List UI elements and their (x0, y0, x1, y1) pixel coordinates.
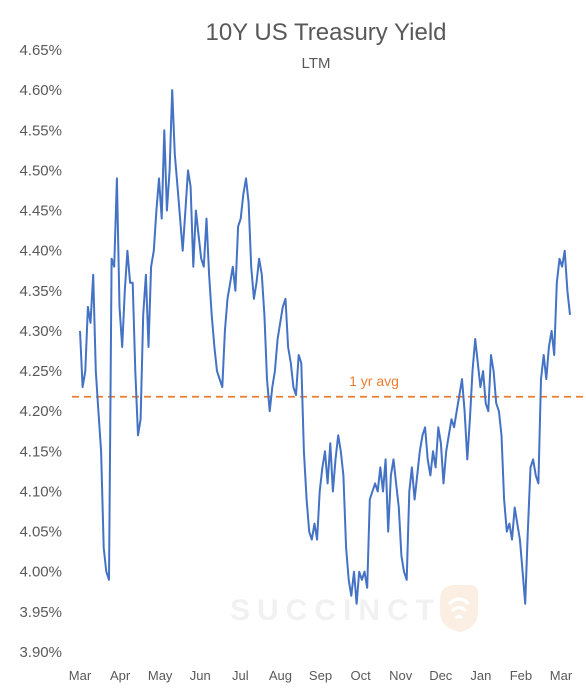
average-label: 1 yr avg (349, 373, 399, 389)
y-axis: 4.65% 4.60% 4.55% 4.50% 4.45% 4.40% 4.35% 4.30%… (19, 42, 62, 661)
x-tick-label: Apr (110, 668, 131, 683)
chart-title: 10Y US Treasury Yield (205, 19, 446, 46)
y-tick-label: 4.55% (19, 122, 62, 139)
watermark-text: SUCCINCT (230, 594, 441, 627)
x-tick-label: Dec (429, 668, 453, 683)
x-tick-label: Sep (309, 668, 332, 683)
y-tick-label: 4.40% (19, 243, 62, 260)
series-line (79, 89, 571, 605)
y-tick-label: 4.20% (19, 403, 62, 420)
x-tick-label: Nov (389, 668, 413, 683)
series-group (79, 89, 571, 605)
y-tick-label: 4.05% (19, 524, 62, 541)
y-tick-label: 4.25% (19, 363, 62, 380)
x-tick-label: Mar (69, 668, 92, 683)
y-tick-label: 4.65% (19, 42, 62, 59)
x-tick-label: Aug (269, 668, 292, 683)
y-tick-label: 4.35% (19, 283, 62, 300)
x-axis: Mar Apr May Jun Jul Aug Sep Oct Nov Dec Jan Feb Mar (69, 668, 573, 683)
y-tick-label: 4.00% (19, 564, 62, 581)
y-tick-label: 4.15% (19, 443, 62, 460)
y-tick-label: 4.10% (19, 483, 62, 500)
x-tick-label: Oct (350, 668, 371, 683)
y-tick-label: 3.95% (19, 604, 62, 621)
x-tick-label: Jul (232, 668, 249, 683)
x-tick-label: Mar (550, 668, 573, 683)
watermark: SUCCINCT (230, 585, 478, 632)
y-tick-label: 4.45% (19, 203, 62, 220)
x-tick-label: May (148, 668, 173, 683)
y-tick-label: 4.60% (19, 82, 62, 99)
x-tick-label: Jun (190, 668, 211, 683)
chart-subtitle: LTM (302, 55, 331, 72)
x-tick-label: Jan (470, 668, 491, 683)
watermark-logo-icon (440, 585, 478, 632)
y-tick-label: 3.90% (19, 644, 62, 661)
y-tick-label: 4.50% (19, 162, 62, 179)
y-tick-label: 4.30% (19, 323, 62, 340)
x-tick-label: Feb (510, 668, 532, 683)
